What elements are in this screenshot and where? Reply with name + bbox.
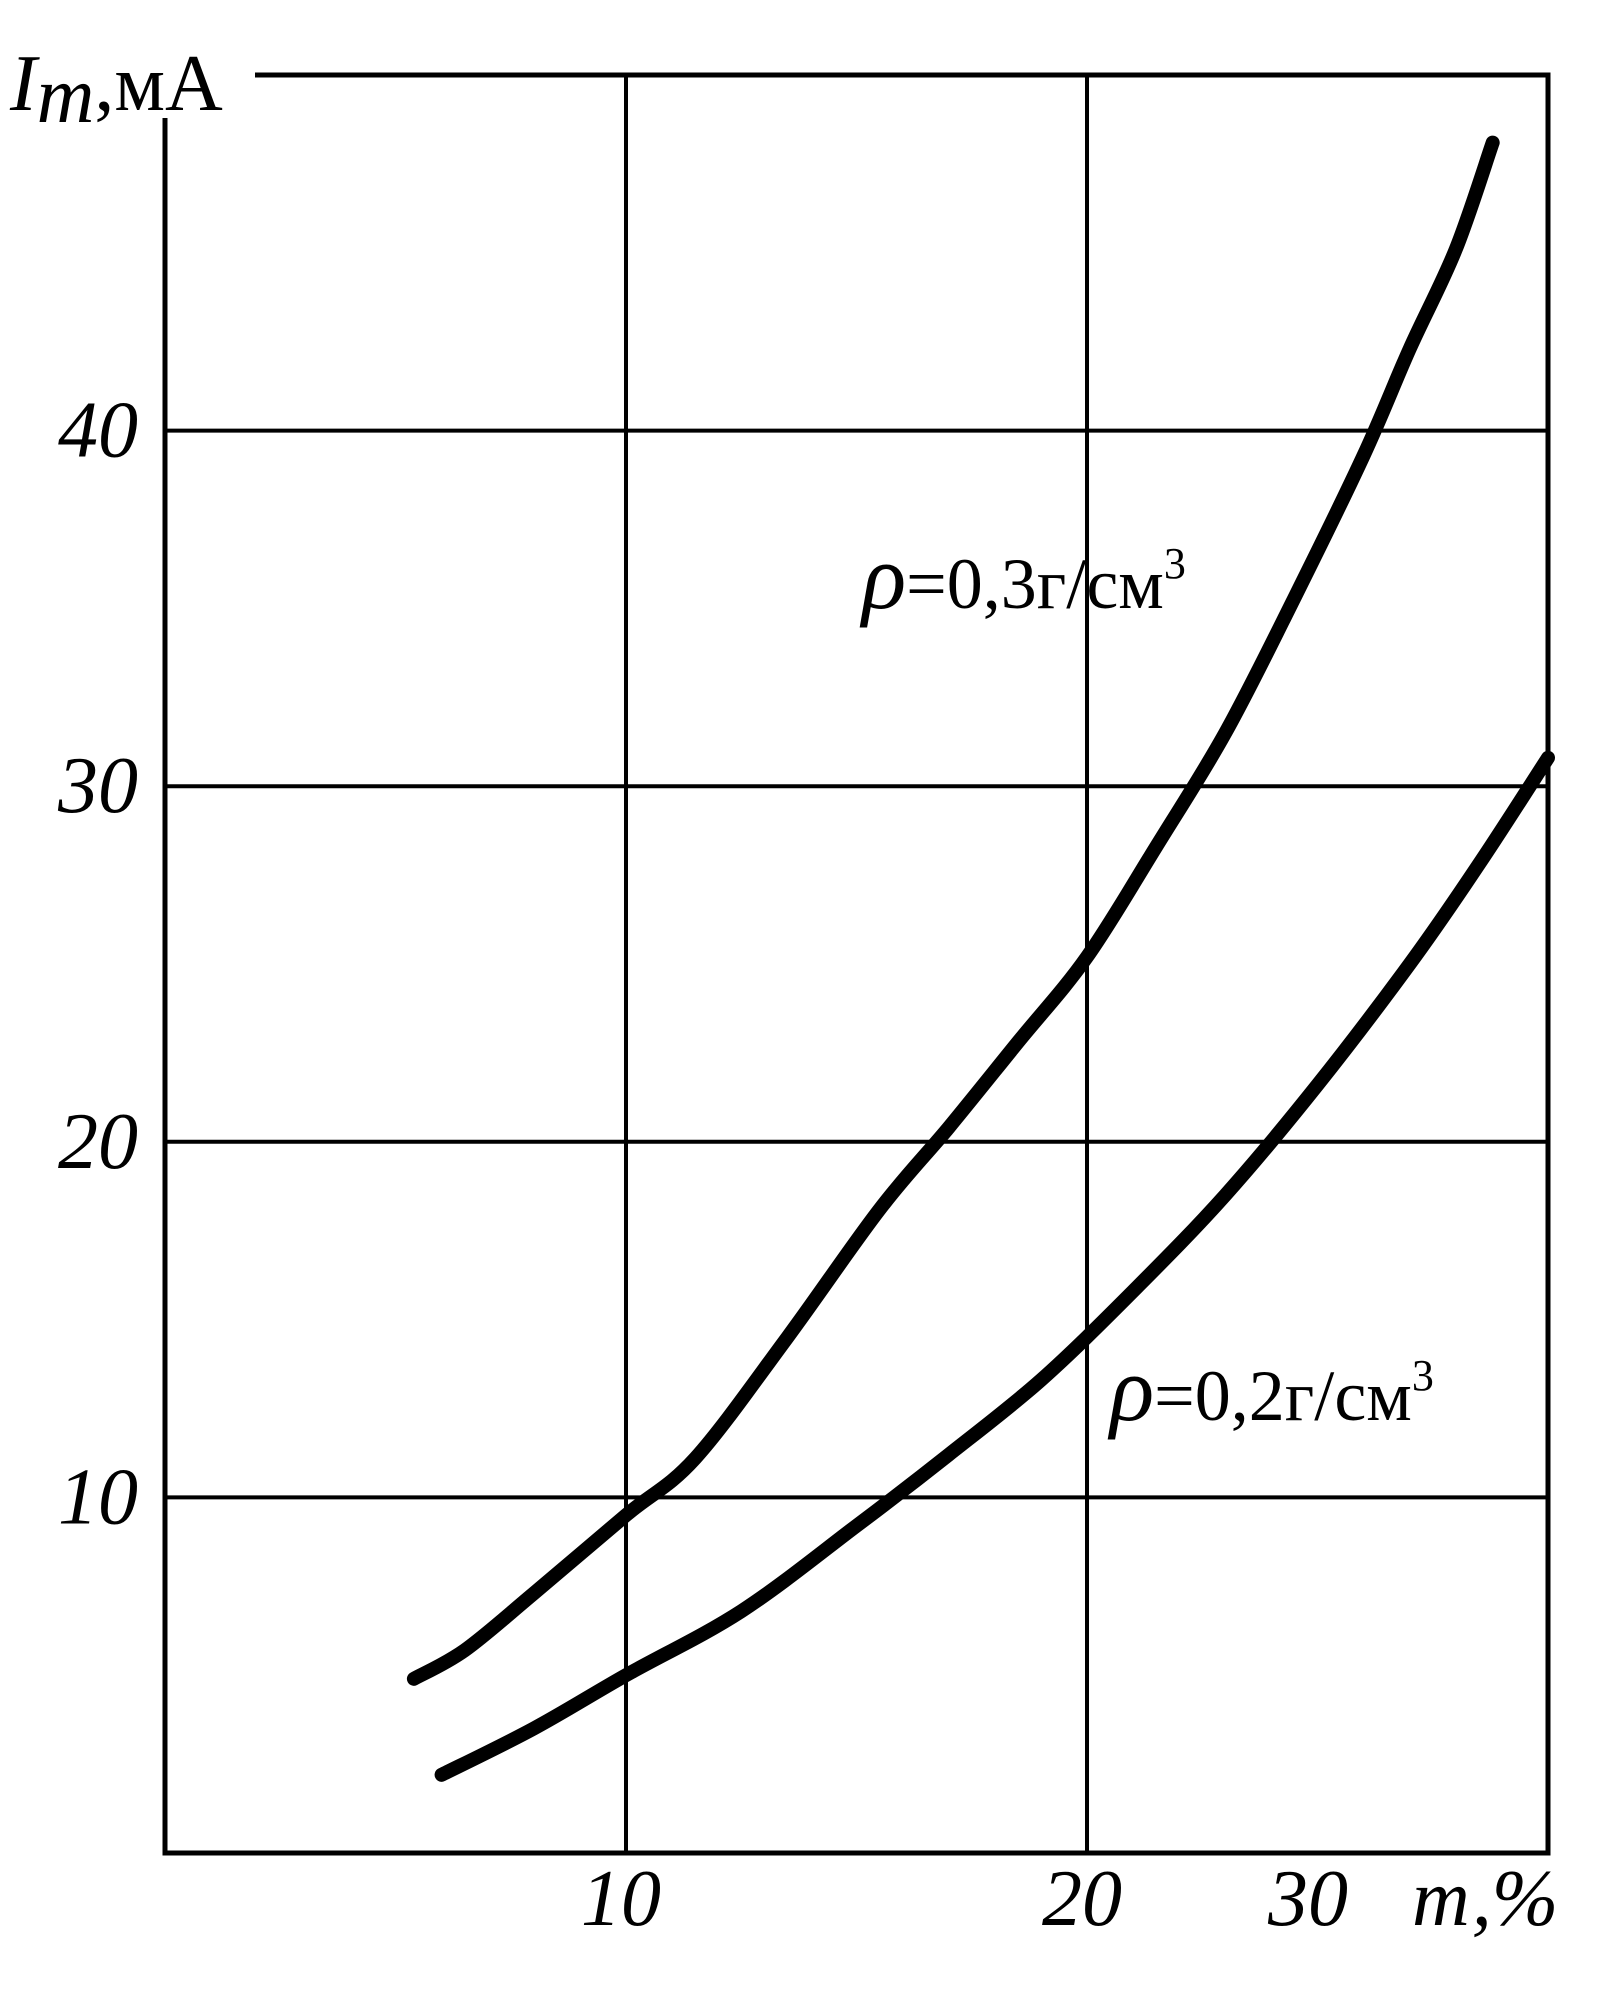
- y-axis-label-subscript: m: [37, 52, 95, 140]
- series-label-rho-02: ρ=0,2г/см3: [1107, 1338, 1434, 1440]
- series: [406, 135, 1555, 1782]
- grid: [162, 72, 1551, 1856]
- series-label-rho-03-eq: =0,3г/см: [906, 544, 1164, 624]
- x-axis-label: т,%: [1412, 1855, 1558, 1943]
- series-label-rho-03-sup: 3: [1164, 539, 1186, 588]
- series-label-rho-02-sup: 3: [1412, 1351, 1434, 1400]
- series-label-rho-03: ρ=0,3г/см3: [859, 526, 1186, 628]
- y-tick-label-2: 30: [57, 742, 138, 830]
- series-label-rho-02-rho: ρ: [1107, 1338, 1154, 1440]
- x-tick-label-0: 10: [581, 1855, 661, 1943]
- x-tick-label-1: 20: [1042, 1855, 1122, 1943]
- y-tick-label-3: 40: [58, 387, 138, 475]
- y-tick-label-1: 20: [58, 1098, 138, 1186]
- y-axis-label-symbol: I: [9, 40, 40, 128]
- series-label-rho-03-rho: ρ: [859, 526, 906, 628]
- series-line-1: [434, 750, 1555, 1782]
- y-axis-label-unit: ,мА: [94, 40, 223, 128]
- series-label-rho-02-eq: =0,2г/см: [1154, 1356, 1412, 1436]
- y-axis-label: Im,мА: [9, 40, 223, 140]
- series-line-0: [406, 135, 1500, 1686]
- x-tick-label-2: 30: [1267, 1855, 1348, 1943]
- tick-labels: 10 20 30 40 10 20 30: [57, 387, 1348, 1943]
- plot-frame: [162, 72, 1551, 1856]
- y-tick-label-0: 10: [58, 1453, 138, 1541]
